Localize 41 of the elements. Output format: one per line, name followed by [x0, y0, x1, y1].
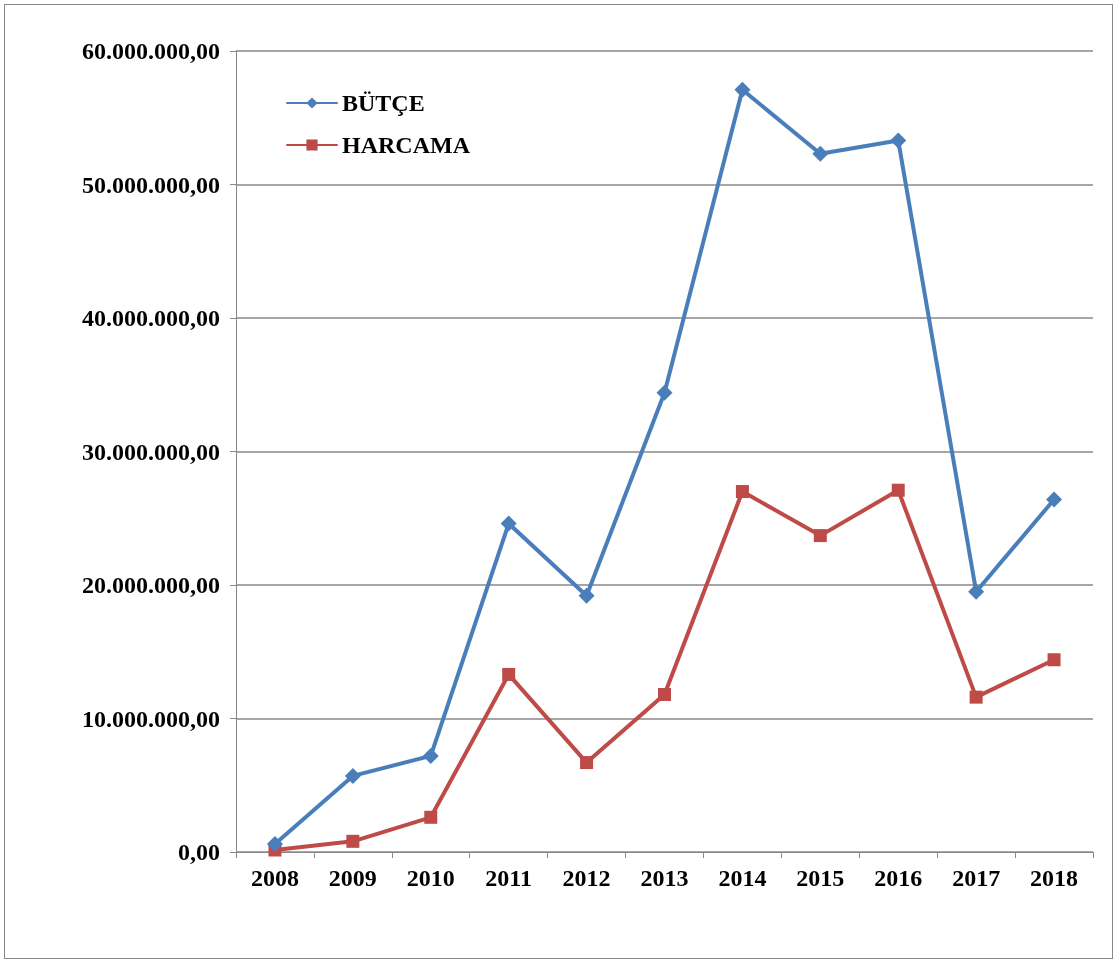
point — [656, 384, 673, 401]
x-tick-label: 2011 — [485, 865, 533, 891]
point — [813, 529, 827, 543]
x-tick-label: 2008 — [250, 865, 299, 891]
point — [969, 690, 983, 704]
legend-label: HARCAMA — [342, 132, 471, 158]
x-tick-label: 2012 — [562, 865, 611, 891]
point — [346, 834, 360, 848]
point — [344, 767, 361, 784]
point — [500, 515, 517, 532]
y-tick-label: 30.000.000,00 — [82, 438, 220, 465]
x-tick-label: 2017 — [952, 865, 1001, 891]
y-tick-label: 50.000.000,00 — [82, 171, 220, 198]
y-tick-label: 10.000.000,00 — [82, 705, 220, 732]
point — [812, 145, 829, 162]
y-tick-label: 0,00 — [178, 839, 220, 865]
x-tick-label: 2010 — [406, 865, 455, 891]
point — [968, 583, 985, 600]
point — [580, 756, 594, 770]
x-tick-label: 2014 — [718, 865, 767, 891]
x-tick-label: 2018 — [1030, 865, 1079, 891]
y-tick-label: 60.000.000,00 — [82, 38, 220, 64]
point — [502, 667, 516, 681]
point — [890, 132, 907, 149]
point — [734, 81, 751, 98]
point — [1046, 491, 1063, 508]
point — [422, 747, 439, 764]
x-tick-label: 2013 — [640, 865, 689, 891]
x-tick-label: 2015 — [796, 865, 845, 891]
x-tick-label: 2009 — [328, 865, 377, 891]
point — [1047, 653, 1061, 667]
y-tick-label: 20.000.000,00 — [82, 572, 220, 598]
point — [578, 587, 595, 604]
point — [891, 483, 905, 497]
x-tick-label: 2016 — [874, 865, 923, 891]
legend-label: BÜTÇE — [342, 90, 425, 116]
point — [735, 485, 749, 499]
y-tick-label: 40.000.000,00 — [82, 305, 220, 331]
point — [266, 835, 283, 852]
point — [424, 810, 438, 824]
point — [658, 687, 671, 701]
